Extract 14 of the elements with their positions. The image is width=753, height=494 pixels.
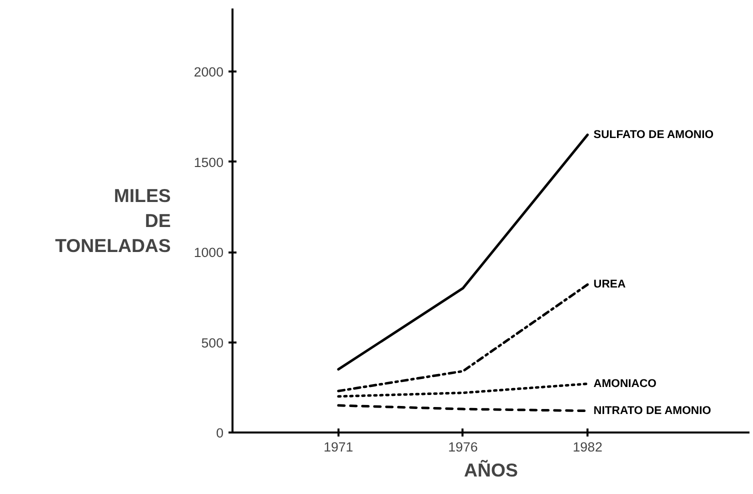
x-tick-label: 1982 [572, 440, 602, 454]
y-tick-label: 0 [216, 426, 224, 440]
x-axis-title: AÑOS [464, 460, 518, 480]
x-tick-label: 1971 [324, 440, 354, 454]
y-tick-label: 2000 [194, 64, 224, 80]
series-label: UREA [594, 278, 626, 291]
series-label: NITRATO DE AMONIO [594, 404, 712, 417]
y-tick-label: 1500 [194, 154, 224, 170]
y-axis-title: MILES DE TONELADAS [55, 184, 171, 256]
series-label: AMONIACO [594, 378, 657, 390]
x-tick-label: 1976 [448, 440, 478, 454]
series-label: SULFATO DE AMONIO [594, 128, 714, 141]
y-tick-label: 500 [201, 335, 224, 350]
y-tick-label: 1000 [194, 245, 224, 260]
